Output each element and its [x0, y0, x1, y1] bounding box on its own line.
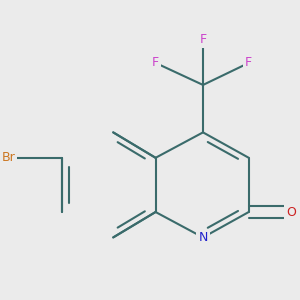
Text: N: N [198, 231, 208, 244]
Text: O: O [286, 206, 296, 218]
Text: F: F [152, 56, 159, 69]
Text: F: F [245, 56, 252, 69]
Text: F: F [200, 33, 207, 46]
Text: Br: Br [1, 151, 15, 164]
